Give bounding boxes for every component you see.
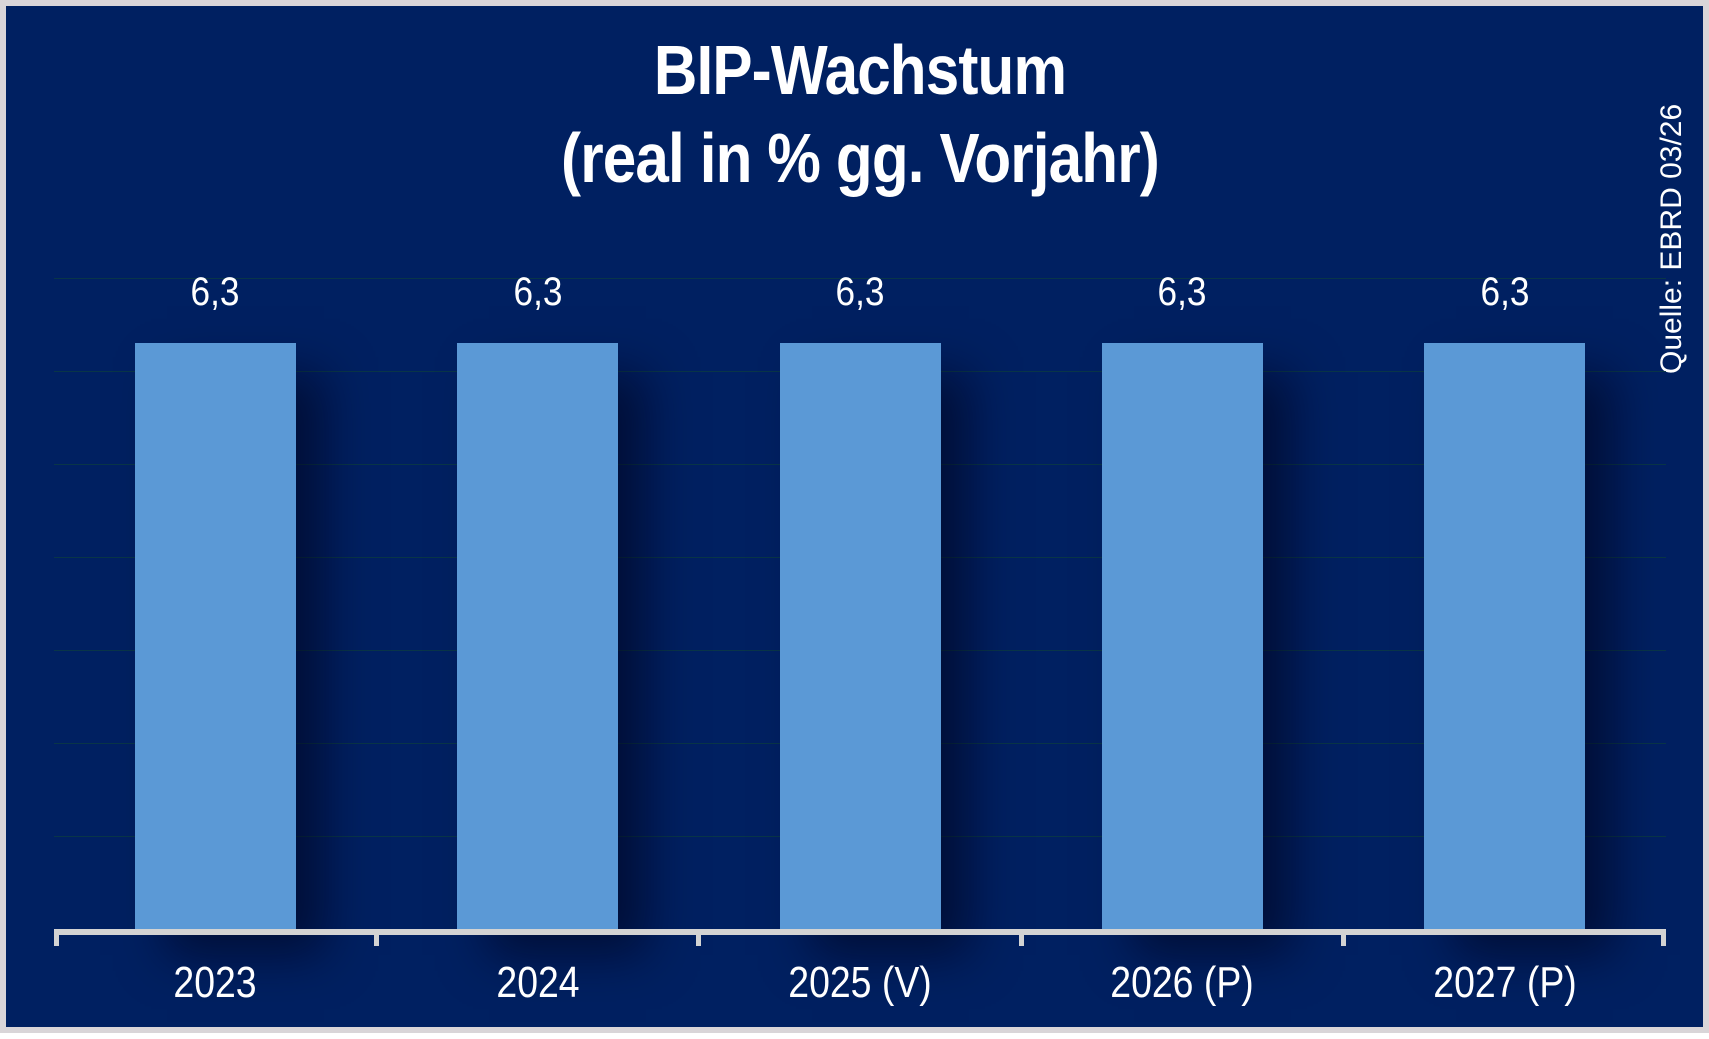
category-label: 2027 (P) bbox=[1433, 958, 1577, 1007]
bar-value-label: 6,3 bbox=[1480, 270, 1530, 314]
bar-value-label: 6,3 bbox=[1157, 270, 1207, 314]
bar-2024 bbox=[457, 343, 618, 929]
bar-2026 (P) bbox=[1102, 343, 1263, 929]
category-label: 2026 (P) bbox=[1110, 958, 1254, 1007]
category-label: 2023 bbox=[173, 958, 257, 1007]
x-axis-tick bbox=[1341, 929, 1347, 946]
chart-title-line1: BIP-Wachstum bbox=[653, 31, 1067, 109]
bar-2025 (V) bbox=[780, 343, 941, 929]
x-axis-tick bbox=[1018, 929, 1024, 946]
x-axis-tick bbox=[1661, 929, 1666, 946]
bar-2027 (P) bbox=[1424, 343, 1585, 929]
bar-value-label: 6,3 bbox=[513, 270, 563, 314]
category-label: 2025 (V) bbox=[788, 958, 932, 1007]
x-axis-tick bbox=[696, 929, 702, 946]
chart-title: BIP-Wachstum (real in % gg. Vorjahr) bbox=[167, 26, 1553, 202]
bar-value-label: 6,3 bbox=[835, 270, 885, 314]
bar-value-label: 6,3 bbox=[190, 270, 240, 314]
x-axis-line bbox=[54, 929, 1666, 935]
x-axis-tick bbox=[54, 929, 59, 946]
bar-chart-plot-area: 6,3 2023 6,3 2024 6,3 2025 (V) 6,3 2026 (P) 6,3 2… bbox=[6, 6, 1709, 1039]
x-axis-tick bbox=[373, 929, 379, 946]
chart-title-line2: (real in % gg. Vorjahr) bbox=[561, 119, 1160, 197]
gridline bbox=[54, 278, 1666, 279]
bar-2023 bbox=[135, 343, 296, 929]
category-label: 2024 bbox=[496, 958, 580, 1007]
